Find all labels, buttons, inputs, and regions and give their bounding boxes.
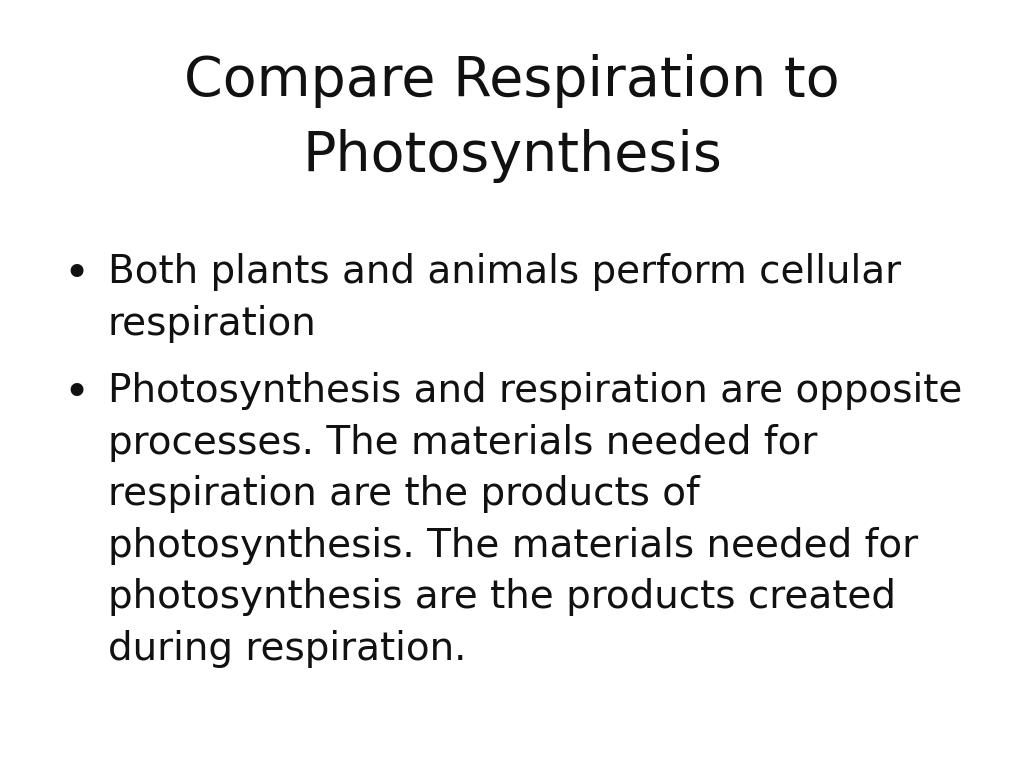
Text: •: • (63, 253, 90, 296)
Text: •: • (63, 372, 90, 415)
Text: Photosynthesis and respiration are opposite
processes. The materials needed for
: Photosynthesis and respiration are oppos… (108, 372, 962, 668)
Text: Both plants and animals perform cellular
respiration: Both plants and animals perform cellular… (108, 253, 901, 343)
Text: Compare Respiration to
Photosynthesis: Compare Respiration to Photosynthesis (184, 54, 840, 183)
